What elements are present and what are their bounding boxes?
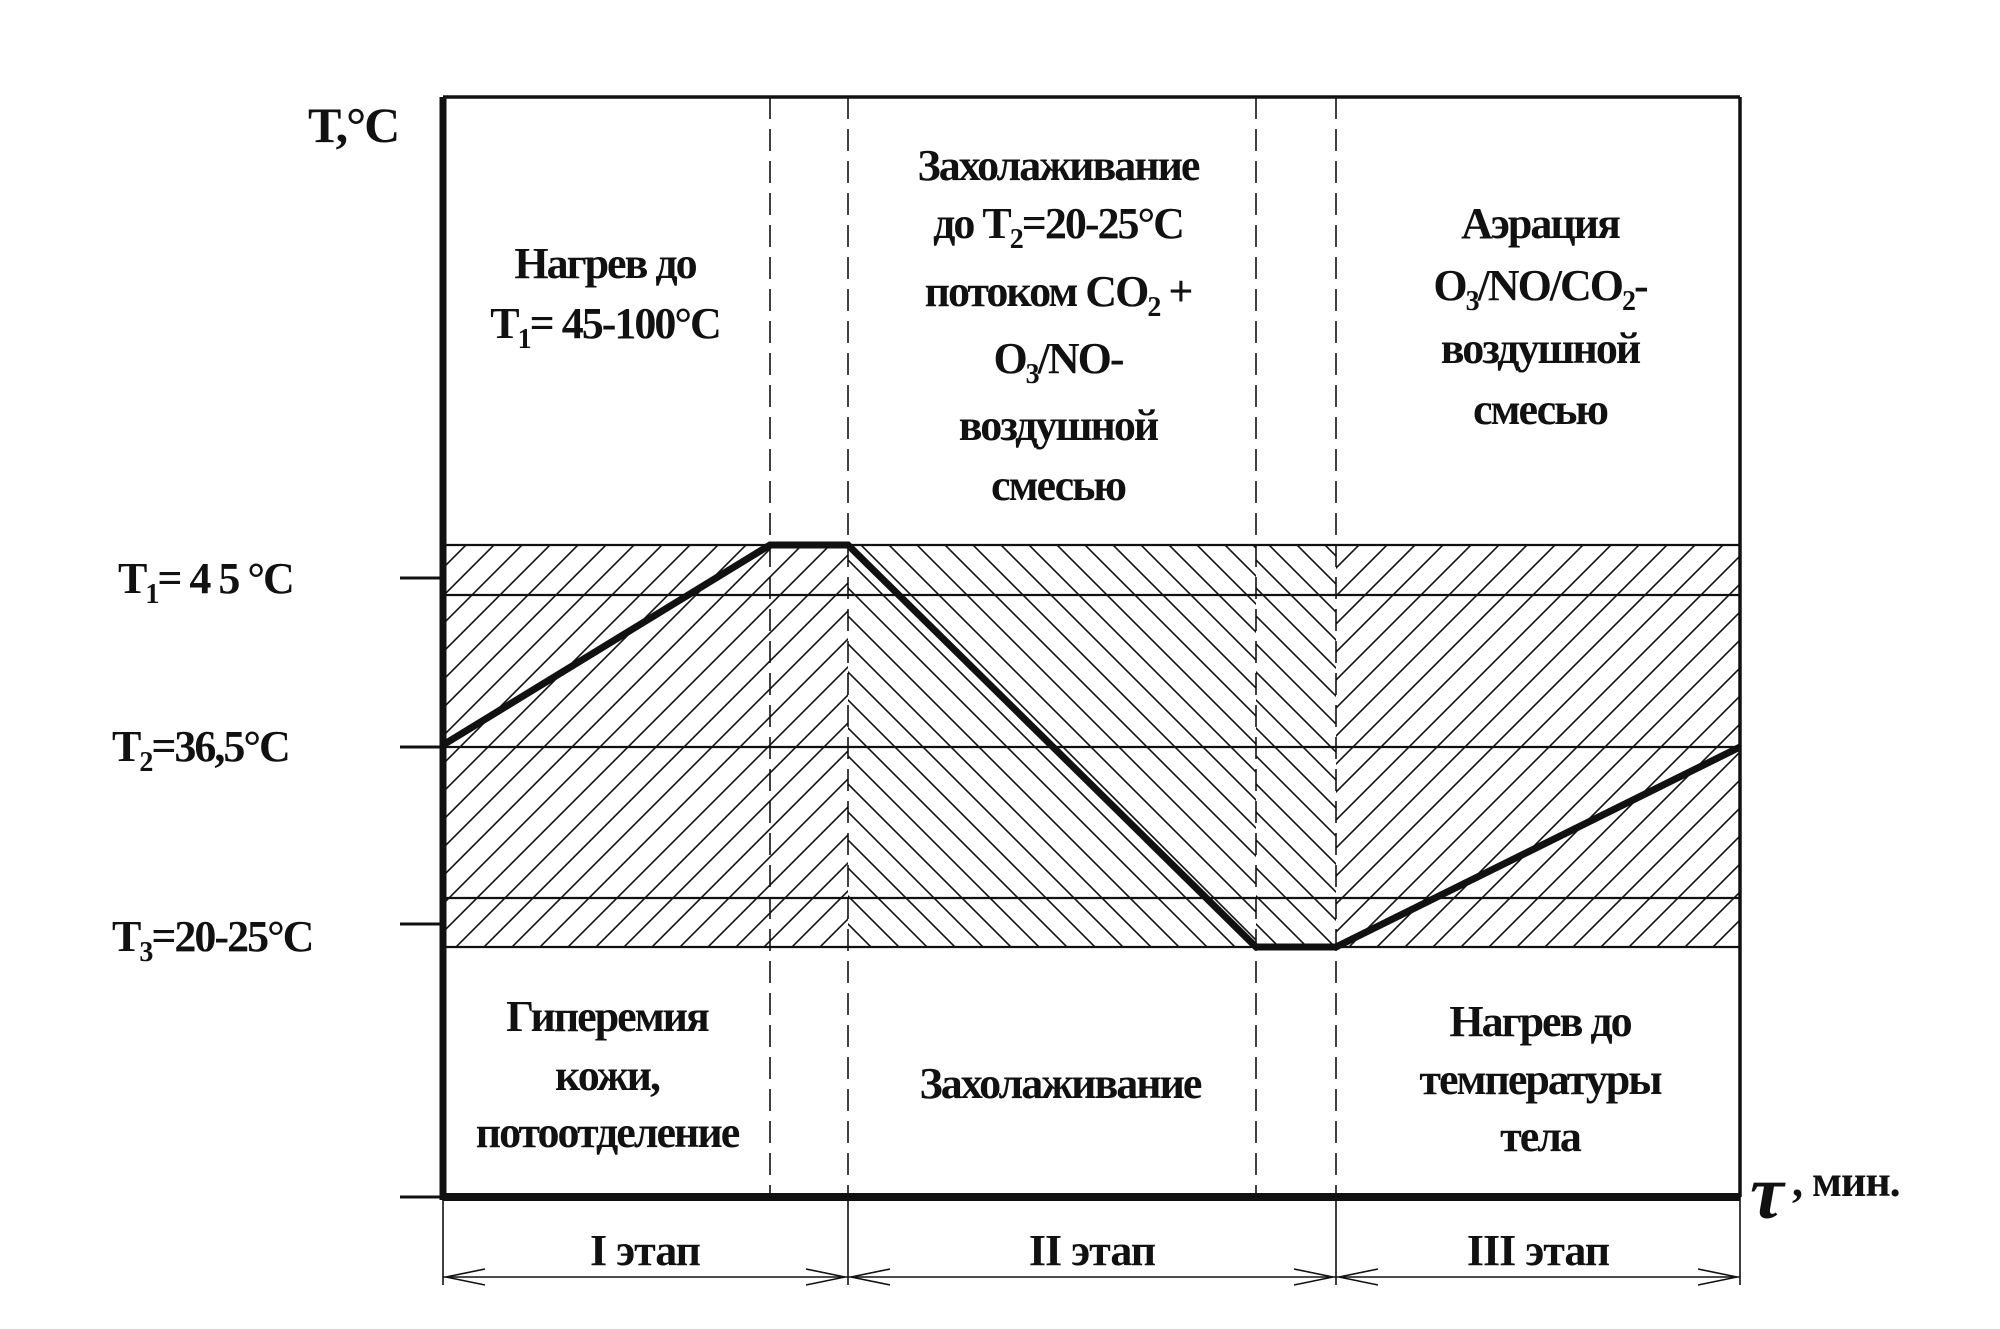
bottom-label-stage1: Гиперемия кожи, потоотделение [476,992,742,1157]
top-label-stage2-line6: смесью [991,461,1125,510]
hatch-line [443,545,552,654]
bottom-label-stage1-line2: кожи, [555,1051,660,1100]
hatch-line [443,545,636,738]
stage-dimension-lines [442,1197,1741,1286]
top-label-stage2-line3: потоком CO2 + [925,267,1192,323]
temperature-curve [441,541,1742,951]
y-ticks [400,576,443,1199]
top-label-stage3-line4: смесью [1473,385,1607,434]
arrow-2-left [850,1268,891,1286]
bottom-label-stage3-line1: Нагрев до [1449,997,1631,1046]
arrow-3-right [1697,1268,1738,1286]
hatch-line [443,545,524,626]
stage-label-2: II этап [1029,1226,1156,1275]
hatch-line [1904,540,2000,952]
hatch-line [1571,778,1740,947]
x-axis-unit: , мин. [1792,1157,1900,1206]
hatch-line [706,805,848,947]
hatch-line [1256,866,1336,947]
hatch-line [1256,810,1336,894]
bottom-label-stage3-line2: температуры [1419,1055,1662,1104]
hatch-line [1792,540,2000,952]
hatch-line [1932,540,2000,952]
top-label-stage2-line5: воздушной [959,401,1159,450]
hatch-line [1960,540,2000,952]
hatch-line [1627,834,1740,947]
stage-label-3: III этап [1467,1226,1610,1275]
top-label-stage2-line2: до T2=20-25°C [933,199,1183,255]
y-axis-label: T,°C [308,97,398,153]
hatch-line [1848,540,2000,952]
hatch-line [1988,540,2000,952]
top-label-stage2-line1: Захолаживание [918,141,1200,190]
hatch-line [1336,545,1473,682]
hatch-line [1336,545,1529,738]
hatch-line [848,838,957,947]
top-label-stage3-line2: O3/NO/CO2- [1433,261,1648,317]
hatch-line [848,866,929,947]
top-label-stage3-line1: Аэрация [1461,199,1620,248]
arrow-2-right [1293,1268,1334,1286]
hatch-line [1167,545,1256,634]
y-level-t3: T3=20-25°C [112,912,312,968]
hatch-line [1599,806,1740,947]
hatch-line [1876,540,2000,952]
hatch-line [1820,540,2000,952]
top-label-stage1-line2: T1= 45-100°C [490,299,719,355]
hatch-line [1336,545,1417,626]
stage-separators [769,97,1337,1197]
arrow-1-left [445,1268,486,1286]
hatch-line [1655,862,1740,947]
y-level-t1: T1= 4 5 °C [118,554,293,610]
hatch-line [1739,946,1740,947]
hatch-line [1083,545,1256,718]
bottom-label-stage1-line1: Гиперемия [506,992,709,1041]
bottom-label-stage2-line1: Захолаживание [920,1059,1202,1108]
top-label-stage1: Нагрев до T1= 45-100°C [490,239,721,355]
chart-frame [439,95,1742,1201]
bottom-label-stage1-line3: потоотделение [476,1108,740,1157]
stage-label-1: I этап [590,1226,701,1275]
hatch-line [650,749,848,947]
hatch-line [1256,586,1336,670]
x-axis-symbol: τ [1750,1151,1786,1235]
hatch-line [734,833,848,947]
top-label-stage2-line4: O3/NO- [993,334,1123,390]
hatch-line [1740,540,2000,952]
hatch-line [1055,545,1256,746]
hatch-line [848,754,1041,947]
top-label-stage2: Захолаживание до T2=20-25°C потоком CO2 … [918,141,1202,510]
hatch-line [1256,558,1336,642]
hatch-line [1336,545,1501,710]
bottom-label-stage3-line3: тела [1500,1112,1582,1161]
arrow-3-left [1338,1268,1379,1286]
hatch-line [1267,545,1336,614]
arrow-1-right [805,1268,846,1286]
hatch-line [762,861,848,947]
hatch-line [1256,838,1336,922]
hatch-line [1543,750,1740,947]
hatch-line [1712,540,2000,952]
hatch-line [1336,545,1445,654]
hatch-line [848,782,1013,947]
hatch-line [1139,545,1256,662]
hatch-line [443,545,608,710]
y-level-t2: T2=36,5°C [112,722,289,778]
top-label-stage3-line3: воздушной [1441,324,1641,373]
bottom-label-stage2: Захолаживание [920,1059,1204,1108]
hatch-line [1768,540,2000,952]
top-label-stage3: Аэрация O3/NO/CO2- воздушной смесью [1433,199,1650,434]
hatch-line [1111,545,1256,690]
top-label-stage1-line1: Нагрев до [514,239,696,288]
hatch-line [678,777,848,947]
temperature-band-lines [443,543,1740,949]
hatch-line [1711,918,1740,947]
bottom-label-stage3: Нагрев до температуры тела [1419,997,1664,1161]
hatch-line [1764,540,2000,952]
hatch-line [848,810,985,947]
hatch-line [443,545,580,682]
